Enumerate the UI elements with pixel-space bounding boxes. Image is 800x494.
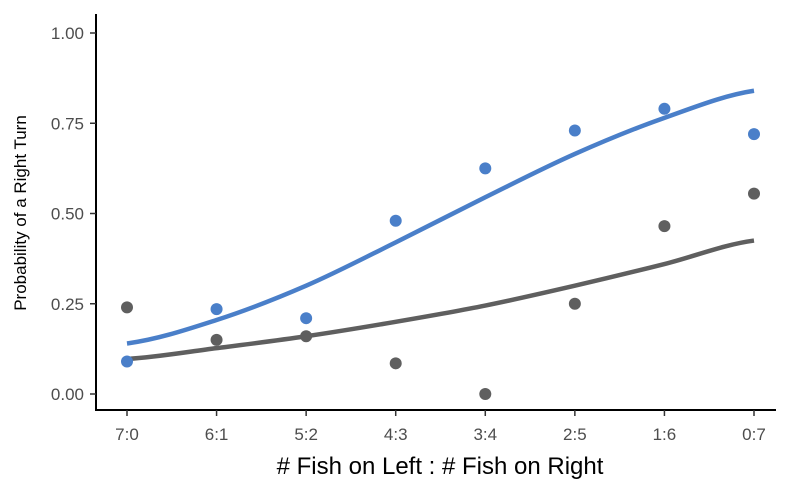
x-axis-ticks: 7:0 6:1 5:2 4:3 3:4 2:5 1:6 0:7	[115, 410, 766, 444]
x-tick-label: 7:0	[115, 425, 139, 444]
fit-lines	[126, 88, 755, 362]
data-point-1	[389, 357, 402, 370]
x-axis-title: # Fish on Left : # Fish on Right	[277, 453, 604, 480]
fit-line-0	[126, 88, 755, 346]
y-tick-label: 1.00	[51, 24, 84, 43]
y-axis-title: Probability of a Right Turn	[11, 115, 30, 311]
data-point-1	[300, 330, 313, 343]
data-point-0	[389, 214, 402, 227]
data-point-0	[479, 162, 492, 175]
fit-line-1	[126, 238, 755, 362]
data-point-1	[121, 301, 133, 314]
x-tick-label: 6:1	[205, 425, 229, 444]
data-points	[121, 102, 760, 400]
y-tick-label: 0.50	[51, 205, 84, 224]
data-point-1	[658, 220, 671, 233]
data-point-1	[479, 388, 492, 400]
x-tick-label: 4:3	[384, 425, 408, 444]
x-tick-label: 2:5	[563, 425, 587, 444]
x-tick-label: 1:6	[653, 425, 677, 444]
y-tick-label: 0.00	[51, 385, 84, 404]
x-tick-label: 0:7	[742, 425, 766, 444]
data-point-0	[300, 312, 313, 325]
data-point-0	[568, 124, 581, 137]
y-axis-ticks: 0.00 0.25 0.50 0.75 1.00	[51, 24, 96, 404]
x-tick-label: 3:4	[473, 425, 497, 444]
y-tick-label: 0.25	[51, 295, 84, 314]
data-point-1	[210, 333, 223, 346]
data-point-1	[748, 187, 760, 200]
data-point-1	[568, 297, 581, 310]
data-point-0	[748, 128, 760, 141]
data-point-0	[658, 102, 671, 115]
x-tick-label: 5:2	[294, 425, 318, 444]
data-point-0	[121, 355, 133, 368]
data-point-0	[210, 303, 223, 316]
y-tick-label: 0.75	[51, 114, 84, 133]
